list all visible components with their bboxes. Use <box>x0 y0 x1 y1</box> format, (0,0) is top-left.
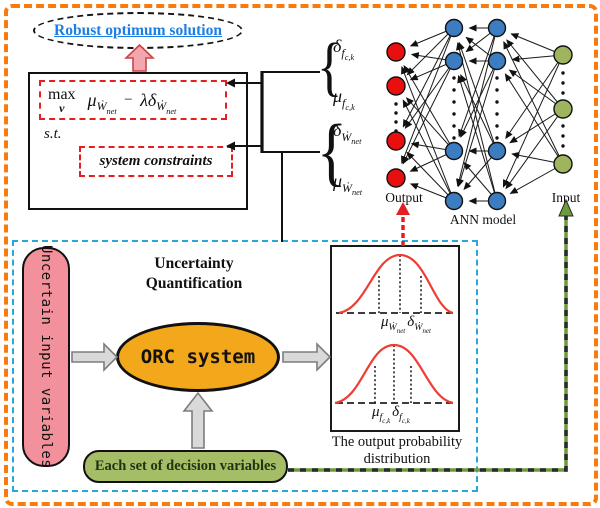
decision-variables-box: Each set of decision variables <box>83 450 288 483</box>
outer-dashed-frame <box>4 4 598 506</box>
objective-expression: μẆnet − λδẆnet <box>87 89 177 116</box>
dist-label-wnet: μẆnetδẆnet <box>381 314 431 335</box>
robust-solution-ellipse: Robust optimum solution <box>33 12 243 49</box>
brace-wnet: { <box>317 110 347 194</box>
label-delta-fck: δfc,k <box>333 36 355 63</box>
gaussian-curves <box>334 253 454 405</box>
objective-function-box: max v μẆnet − λδẆnet <box>39 80 227 120</box>
ann-model-label: ANN model <box>449 212 517 227</box>
robust-solution-label: Robust optimum solution <box>54 21 222 39</box>
uncertain-input-box: Uncertain input variables <box>22 245 70 469</box>
ann-nodes <box>386 18 573 211</box>
system-constraints-box: system constraints <box>79 146 233 177</box>
label-mu-wnet: μẆnet <box>333 171 363 198</box>
ann-ellipsis-dots <box>394 71 565 148</box>
dist-label-fck: μfc,kδfc,k <box>372 404 410 425</box>
ann-output-label: Output <box>385 190 423 205</box>
brace-fck: { <box>317 30 343 103</box>
ann-network-diagram <box>386 18 573 211</box>
subject-to-label: s.t. <box>44 126 62 142</box>
label-mu-fck: μfc,k <box>333 86 355 113</box>
uq-title: Uncertainty Quantification <box>145 255 243 293</box>
label-delta-wnet: δẆnet <box>333 120 362 147</box>
optimization-box: max v μẆnet − λδẆnet s.t. system constra… <box>28 72 248 210</box>
ann-input-label: Input <box>551 190 581 205</box>
dist-caption: The output probability distribution <box>331 434 463 467</box>
max-operator: max v <box>48 85 76 115</box>
orc-system-ellipse: ORC system <box>116 322 280 392</box>
ann-edges <box>401 24 564 205</box>
